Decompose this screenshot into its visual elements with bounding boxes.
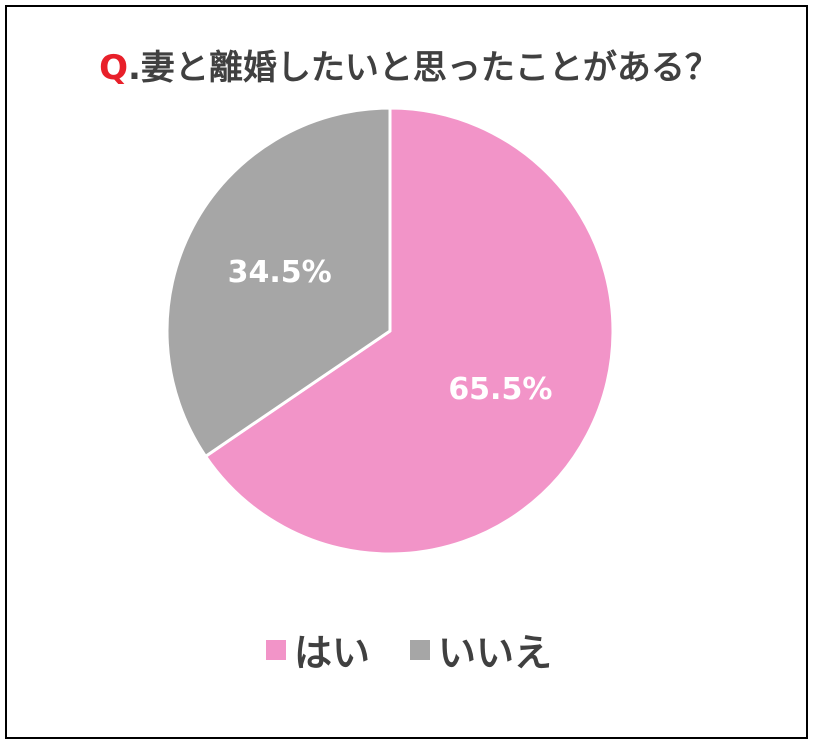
legend-label-yes: はい: [293, 631, 370, 675]
legend: はい いいえ: [0, 622, 818, 677]
chart-title: Q.妻と離婚したいと思ったことがある？: [0, 40, 818, 89]
pie-label-no: 34.5%: [228, 255, 332, 290]
legend-swatch-yes: [265, 639, 286, 660]
pie-slice-no: [165, 106, 392, 458]
pie-slice-yes: [204, 106, 615, 556]
pie-labels: 65.5% 34.5%: [228, 255, 553, 407]
legend-swatch-no: [410, 639, 430, 660]
pie-label-yes: 65.5%: [448, 372, 552, 407]
legend-item-no: いいえ: [410, 622, 552, 677]
title-q-prefix: Q: [99, 48, 128, 88]
legend-label-no: いいえ: [438, 631, 553, 675]
pie-slices: [165, 106, 615, 556]
legend-item-yes: はい: [265, 622, 370, 677]
title-question-text: .妻と離婚したいと思ったことがある？: [127, 48, 719, 88]
